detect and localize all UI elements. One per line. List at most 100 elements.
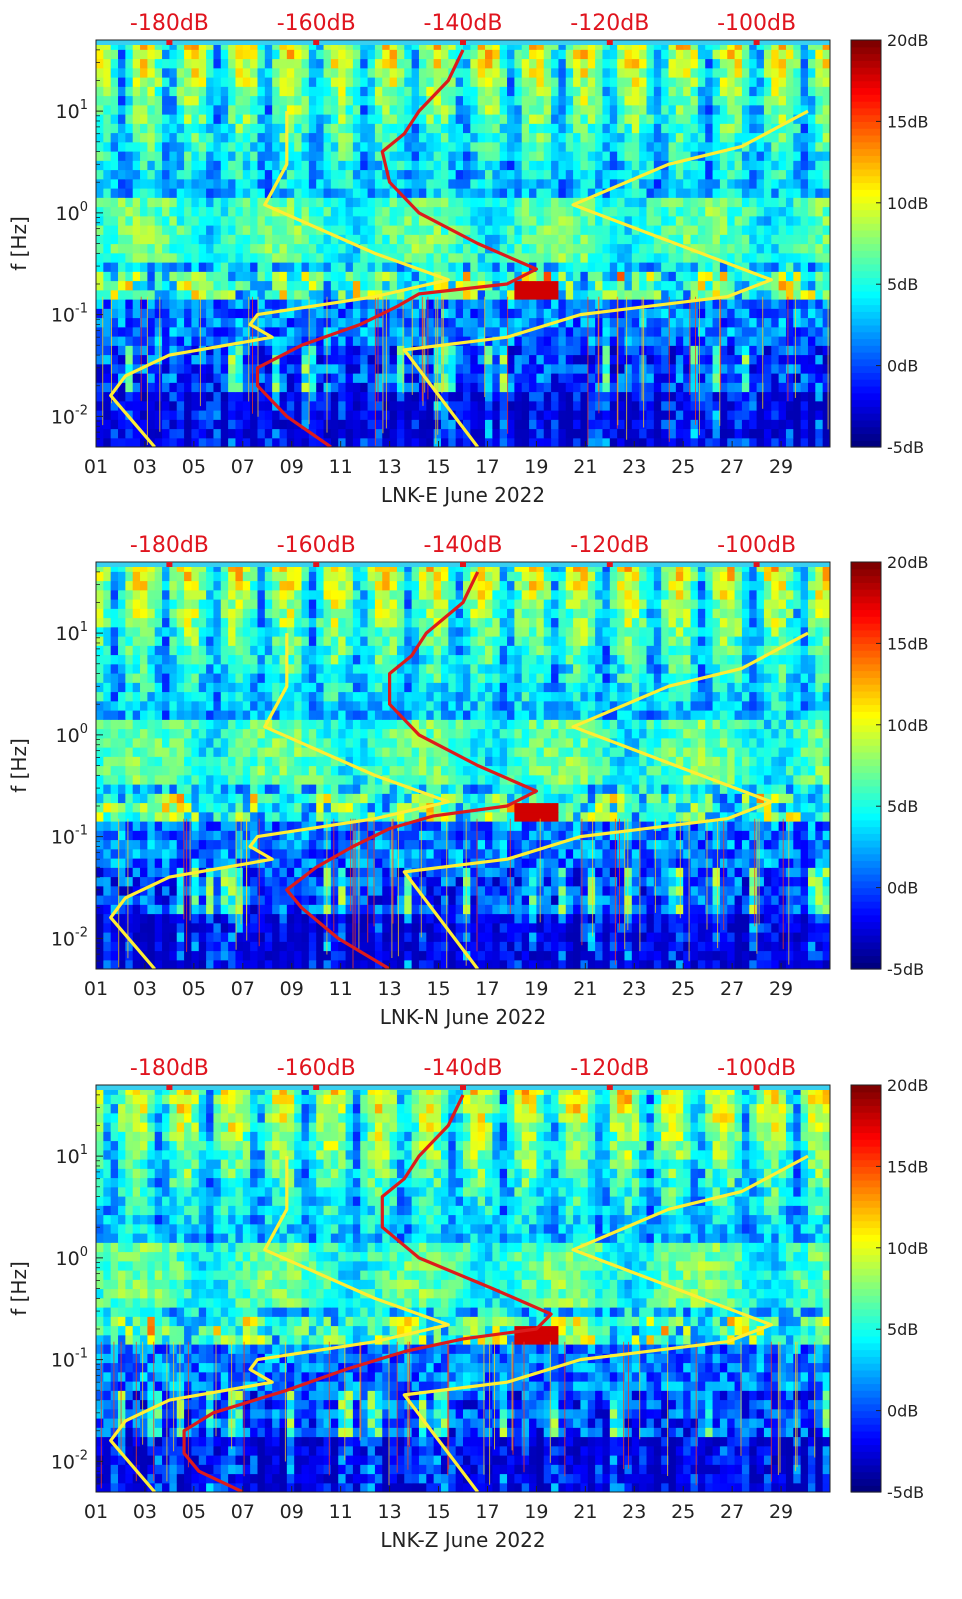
colorbar-swatch [851, 582, 881, 590]
x-tick-label: 05 [182, 1501, 206, 1523]
colorbar-swatch [851, 616, 881, 624]
colorbar-swatch [851, 853, 881, 862]
top-db-tick [313, 1085, 320, 1090]
colorbar-swatch [851, 955, 881, 963]
colorbar-swatch [851, 589, 881, 597]
colorbar-swatch [851, 1410, 881, 1418]
top-db-tick [753, 40, 760, 45]
y-tick-label: 101 [56, 1143, 88, 1168]
colorbar-frame [850, 39, 882, 448]
colorbar-swatch [851, 53, 881, 61]
x-tick-label: 03 [133, 456, 157, 478]
top-db-label: -180dB [130, 1056, 209, 1081]
x-tick-label: 01 [84, 456, 108, 478]
colorbar-swatch [851, 440, 881, 448]
x-tick-label: 17 [475, 456, 499, 478]
top-db-tick [606, 562, 613, 567]
colorbar-label: 20dB [887, 1076, 929, 1095]
top-db-label: -120dB [570, 1056, 649, 1081]
colorbar-swatch [851, 785, 881, 794]
colorbar-swatch [851, 216, 881, 224]
colorbar-swatch [851, 907, 881, 916]
x-tick-label: 05 [182, 456, 206, 478]
x-tick-label: 03 [133, 978, 157, 1000]
y-tick-label: 10-2 [51, 403, 88, 428]
colorbar-swatch [851, 1417, 881, 1425]
x-tick-label: 05 [182, 978, 206, 1000]
noise-model-low-curve [109, 633, 450, 969]
x-tick-label: 21 [573, 1501, 597, 1523]
colorbar-swatch [851, 345, 881, 353]
y-tick-label: 10-2 [51, 925, 88, 950]
top-db-tick [166, 562, 173, 567]
colorbar: 20dB 15dB 10dB 5dB 0dB -5dB [850, 553, 929, 979]
colorbar-swatch [851, 1335, 881, 1344]
colorbar-swatch [851, 677, 881, 685]
x-tick-label: 07 [231, 456, 255, 478]
x-tick-label: 23 [622, 1501, 646, 1523]
spectrogram-heatmap [96, 562, 830, 969]
colorbar-label: 0dB [887, 1402, 918, 1421]
colorbar-swatch [851, 331, 881, 340]
colorbar-swatch [851, 1397, 881, 1405]
colorbar-swatch [851, 663, 881, 672]
colorbar-swatch [851, 962, 881, 970]
y-tick-label: 10-1 [51, 1347, 88, 1372]
colorbar-swatch [851, 806, 881, 814]
colorbar-swatch [851, 914, 881, 923]
x-tick-label: 11 [329, 1501, 353, 1523]
top-db-label: -100dB [717, 533, 796, 558]
x-tick-label: 19 [524, 978, 548, 1000]
top-db-label: -100dB [717, 11, 796, 36]
top-db-tick [313, 562, 320, 567]
top-db-label: -160dB [277, 11, 356, 36]
noise-model-low-curve [109, 111, 450, 447]
top-db-tick [313, 40, 320, 45]
colorbar-swatch [851, 812, 881, 821]
colorbar-swatch [851, 399, 881, 407]
x-tick-label: 25 [671, 978, 695, 1000]
x-tick-label: 07 [231, 978, 255, 1000]
colorbar-swatch [851, 1091, 881, 1100]
y-tick-label: 100 [56, 200, 88, 225]
colorbar-swatch [851, 609, 881, 617]
colorbar-swatch [851, 1274, 881, 1283]
x-axis-label: LNK-N June 2022 [380, 1005, 546, 1029]
colorbar-swatch [851, 1471, 881, 1480]
colorbar-swatch [851, 1247, 881, 1256]
colorbar-swatch [851, 935, 881, 943]
colorbar-swatch [851, 1193, 881, 1201]
colorbar-swatch [851, 731, 881, 739]
colorbar-swatch [851, 1363, 881, 1371]
top-db-tick [753, 562, 760, 567]
colorbar-label: 20dB [887, 553, 929, 572]
colorbar-swatch [851, 1437, 881, 1446]
colorbar-swatch [851, 745, 881, 753]
top-db-label: -120dB [570, 533, 649, 558]
colorbar-swatch [851, 690, 881, 699]
colorbar-swatch [851, 243, 881, 251]
x-tick-label: 23 [622, 456, 646, 478]
colorbar-swatch [851, 738, 881, 746]
colorbar-label: 5dB [887, 1320, 918, 1339]
colorbar-swatch [851, 419, 881, 428]
top-db-tick [606, 1085, 613, 1090]
colorbar-swatch [851, 704, 881, 712]
panel-1: 01 03 05 07 09 11 13 15 17 19 21 23 25 27 29 10-2 10-1 10… [7, 11, 929, 507]
colorbar-label: 10dB [887, 716, 929, 735]
x-tick-label: 25 [671, 1501, 695, 1523]
top-db-tick [166, 40, 173, 45]
colorbar-swatch [851, 182, 881, 190]
x-tick-label: 13 [378, 456, 402, 478]
colorbar-swatch [851, 643, 881, 651]
colorbar-swatch [851, 595, 881, 604]
colorbar-swatch [851, 1125, 881, 1134]
top-db-label: -100dB [717, 1056, 796, 1081]
x-tick-label: 07 [231, 1501, 255, 1523]
median-psd-curve [285, 571, 539, 969]
colorbar-swatch [851, 1424, 881, 1432]
colorbar-swatch [851, 1227, 881, 1235]
x-tick-label: 15 [426, 1501, 450, 1523]
y-axis-label: f [Hz] [7, 738, 31, 793]
colorbar-swatch [851, 114, 881, 122]
